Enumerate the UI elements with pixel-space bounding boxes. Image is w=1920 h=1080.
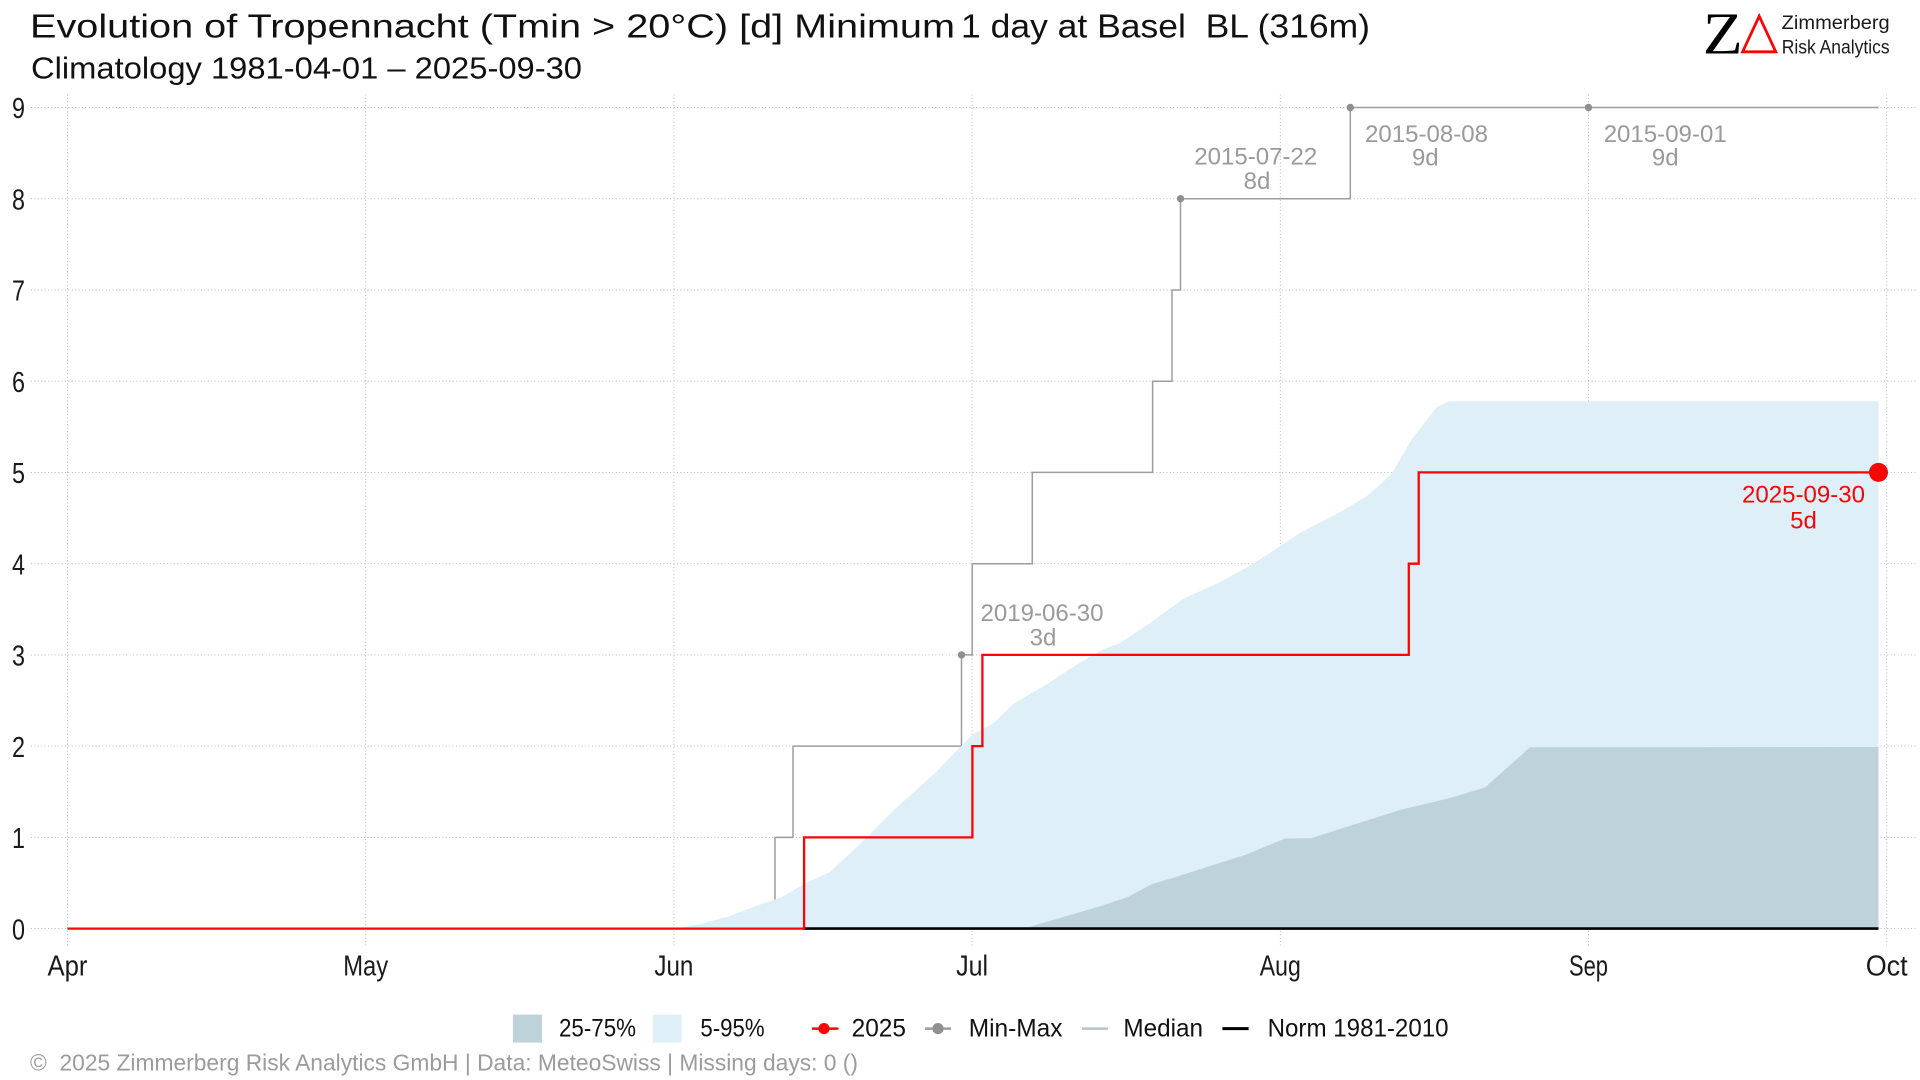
svg-text:6: 6 [12,367,25,399]
svg-text:May: May [343,950,388,982]
svg-text:© 2025 Zimmerberg Risk Analyt: © 2025 Zimmerberg Risk Analytics GmbH | … [30,1049,858,1075]
svg-text:5: 5 [12,458,25,490]
svg-text:5d: 5d [1790,508,1817,535]
svg-text:Jul: Jul [956,950,988,982]
svg-text:25-75%: 25-75% [559,1014,636,1042]
svg-text:Z: Z [1703,0,1743,66]
svg-text:1 day at Basel BL (316m): 1 day at Basel BL (316m) [961,8,1370,45]
svg-text:8d: 8d [1244,168,1271,195]
svg-text:0: 0 [12,914,25,946]
svg-text:4: 4 [12,549,25,581]
svg-text:Norm 1981-2010: Norm 1981-2010 [1268,1014,1449,1042]
svg-text:8: 8 [12,184,25,216]
svg-text:Apr: Apr [48,950,88,982]
svg-text:9d: 9d [1412,144,1439,171]
svg-text:9d: 9d [1652,144,1679,171]
svg-text:Aug: Aug [1260,950,1301,982]
svg-text:2019-06-30: 2019-06-30 [981,600,1104,627]
svg-text:Oct: Oct [1866,950,1908,982]
svg-text:Jun: Jun [654,950,693,982]
svg-text:Sep: Sep [1569,950,1608,982]
svg-text:Evolution of Tropennacht (Tmin: Evolution of Tropennacht (Tmin > 20°C) [… [30,8,955,45]
svg-text:2015-07-22: 2015-07-22 [1194,144,1317,171]
svg-text:1: 1 [12,823,25,855]
svg-text:2015-09-01: 2015-09-01 [1604,121,1727,148]
svg-text:2025-09-30: 2025-09-30 [1742,482,1865,509]
svg-text:5-95%: 5-95% [700,1014,764,1042]
svg-text:Risk Analytics: Risk Analytics [1782,36,1890,58]
svg-text:Zimmerberg: Zimmerberg [1782,12,1890,34]
svg-text:3: 3 [12,641,25,673]
svg-text:Min-Max: Min-Max [969,1014,1063,1042]
svg-text:9: 9 [12,93,25,125]
svg-text:Climatology 1981-04-01 – 2025-: Climatology 1981-04-01 – 2025-09-30 [31,51,582,86]
svg-text:2015-08-08: 2015-08-08 [1365,121,1488,148]
svg-text:2: 2 [12,732,25,764]
svg-text:2025: 2025 [852,1014,906,1042]
svg-text:7: 7 [12,276,25,308]
svg-text:3d: 3d [1030,625,1057,652]
svg-text:Median: Median [1123,1014,1203,1042]
